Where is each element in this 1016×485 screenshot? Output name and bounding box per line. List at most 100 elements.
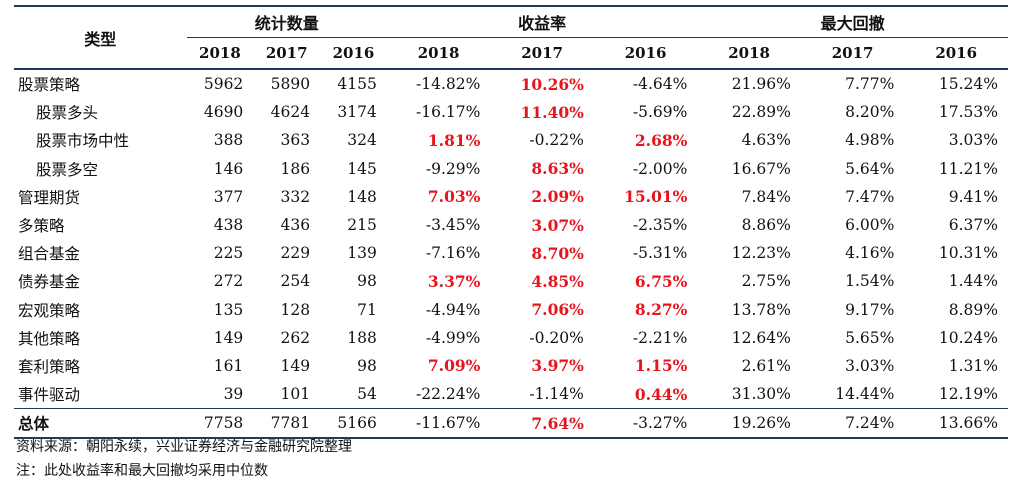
return-cell: -7.16% [425, 244, 481, 263]
return-cell: 6.75% [634, 271, 688, 291]
drawdown-cell: 5.64% [845, 159, 895, 178]
return-cell: -0.20% [529, 328, 584, 347]
drawdown-cell: 15.24% [938, 75, 998, 94]
drawdown-cell: 4.98% [845, 131, 895, 150]
strategy-name: 管理期货 [18, 188, 81, 207]
drawdown-cell: 22.89% [731, 103, 791, 122]
return-cell: 2.68% [634, 130, 688, 150]
table-row: 套利策略 161 149 98 7.09% 3.97% 1.15% 2.61% 3.03% 1.3… [14, 352, 1008, 380]
return-cell: -2.21% [632, 328, 688, 347]
return-cell: -4.64% [632, 75, 688, 94]
drawdown-cell: 19.26% [697, 408, 801, 440]
return-cell: 3.07% [531, 215, 584, 235]
drawdown-cell: 6.37% [948, 216, 998, 235]
count-cell: 7758 [186, 408, 254, 440]
source-note: 资料来源：朝阳永续，兴业证券经济与金融研究院整理 [16, 439, 352, 455]
drawdown-cell: 8.20% [845, 103, 895, 122]
count-cell: 4624 [270, 103, 311, 122]
drawdown-cell: 11.21% [938, 159, 998, 178]
count-cell: 436 [280, 216, 311, 235]
drawdown-cell: 12.23% [731, 244, 791, 263]
table-row: 多策略 438 436 215 -3.45% 3.07% -2.35% 8.86% 6.00% 6… [14, 211, 1008, 239]
drawdown-cell: 8.89% [948, 300, 998, 319]
table-row: 组合基金 225 229 139 -7.16% 8.70% -5.31% 12.23% 4.16… [14, 239, 1008, 267]
strategy-name: 多策略 [18, 217, 65, 236]
count-cell: 71 [357, 300, 377, 319]
return-cell: 8.70% [531, 243, 584, 263]
count-group-header: 统计数量 [186, 6, 387, 38]
fund-strategy-table: 类型 统计数量 收益率 最大回撤 2018 2017 2016 2018 201… [14, 5, 1008, 440]
return-cell: -4.99% [425, 328, 481, 347]
drawdown-cell: 12.64% [731, 328, 791, 347]
return-cell: -5.69% [632, 103, 688, 122]
strategy-name: 总体 [14, 408, 187, 440]
drawdown-cell: 16.67% [731, 159, 791, 178]
drawdown-cell: 31.30% [731, 385, 791, 404]
count-cell: 101 [280, 385, 311, 404]
drawdown-cell: 1.54% [845, 272, 895, 291]
count-cell: 128 [280, 300, 311, 319]
year-header: 2018 [386, 37, 491, 70]
strategy-name: 股票多头 [36, 104, 99, 123]
return-cell: -16.17% [416, 103, 481, 122]
count-cell: 139 [347, 244, 377, 263]
drawdown-cell: 6.00% [845, 216, 895, 235]
drawdown-cell: 7.47% [845, 187, 895, 206]
type-header: 类型 [14, 6, 187, 70]
count-cell: 4155 [337, 75, 377, 94]
strategy-name: 股票市场中性 [36, 132, 130, 151]
year-header: 2017 [490, 37, 594, 70]
drawdown-cell: 7.77% [845, 75, 895, 94]
table-header: 类型 统计数量 收益率 最大回撤 2018 2017 2016 2018 201… [14, 6, 1008, 70]
table-row: 股票多头 4690 4624 3174 -16.17% 11.40% -5.69% 22.89… [14, 98, 1008, 126]
count-cell: 186 [280, 159, 311, 178]
drawdown-cell: 13.78% [731, 300, 791, 319]
return-cell: 7.09% [427, 356, 481, 376]
return-cell: 11.40% [520, 102, 584, 122]
table-row: 股票策略 5962 5890 4155 -14.82% 10.26% -4.64% 21.96… [14, 69, 1008, 98]
count-cell: 438 [213, 216, 244, 235]
drawdown-cell: 1.44% [948, 272, 998, 291]
table-row: 宏观策略 135 128 71 -4.94% 7.06% 8.27% 13.78% 9.17% 8… [14, 296, 1008, 324]
count-cell: 161 [213, 356, 244, 375]
strategy-name: 股票策略 [18, 76, 81, 95]
year-header: 2017 [253, 37, 321, 70]
drawdown-cell: 3.03% [845, 356, 895, 375]
strategy-name: 宏观策略 [18, 301, 81, 320]
table-row: 股票多空 146 186 145 -9.29% 8.63% -2.00% 16.67% 5.64… [14, 155, 1008, 183]
return-cell: 7.06% [531, 300, 584, 320]
count-cell: 4690 [203, 103, 244, 122]
count-cell: 148 [347, 187, 377, 206]
drawdown-cell: 2.75% [741, 272, 791, 291]
strategy-name: 事件驱动 [18, 386, 81, 405]
year-header: 2016 [593, 37, 698, 70]
table-row: 总体 7758 7781 5166 -11.67% 7.64% -3.27% 19.26% 7.… [14, 408, 1008, 440]
table-row: 债券基金 272 254 98 3.37% 4.85% 6.75% 2.75% 1.54% 1.4… [14, 267, 1008, 295]
return-cell: 4.85% [531, 271, 584, 291]
return-cell: 3.37% [427, 271, 481, 291]
table-row: 管理期货 377 332 148 7.03% 2.09% 15.01% 7.84% 7.47% 9… [14, 183, 1008, 211]
count-cell: 215 [347, 216, 377, 235]
return-cell: 8.27% [634, 300, 688, 320]
return-cell: 3.97% [531, 356, 584, 376]
count-cell: 145 [347, 159, 377, 178]
return-cell: -5.31% [632, 244, 688, 263]
year-header: 2018 [186, 37, 254, 70]
return-cell: 7.64% [490, 408, 594, 440]
count-cell: 332 [280, 187, 311, 206]
drawdown-cell: 9.17% [845, 300, 895, 319]
drawdown-cell: 9.41% [948, 187, 998, 206]
count-cell: 229 [280, 244, 311, 263]
method-note: 注：此处收益率和最大回撤均采用中位数 [16, 463, 268, 479]
count-cell: 5890 [270, 75, 311, 94]
drawdown-cell: 4.16% [845, 244, 895, 263]
drawdown-cell: 13.66% [904, 408, 1008, 440]
return-cell: -3.45% [425, 216, 481, 235]
drawdown-cell: 1.31% [948, 356, 998, 375]
count-cell: 225 [213, 244, 244, 263]
count-cell: 363 [280, 131, 311, 150]
return-cell: -11.67% [386, 408, 491, 440]
count-cell: 262 [280, 328, 311, 347]
year-header: 2016 [904, 37, 1008, 70]
